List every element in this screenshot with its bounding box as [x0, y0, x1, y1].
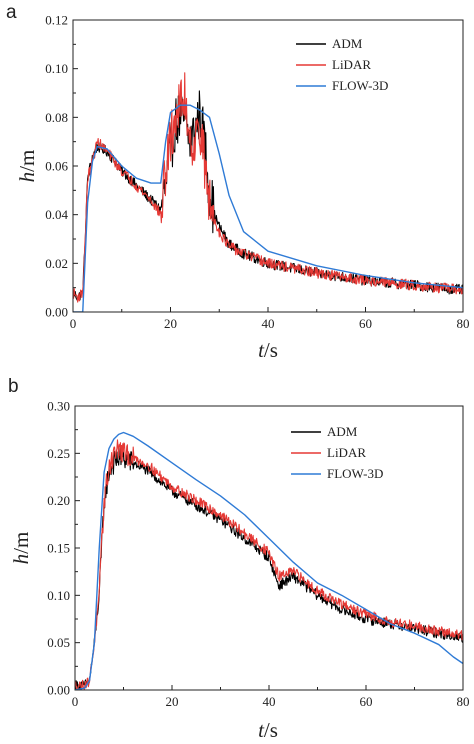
legend-label: ADM	[332, 36, 363, 51]
legend-label: FLOW-3D	[327, 466, 383, 481]
y-tick-label: 0.10	[47, 588, 70, 603]
x-tick-label: 20	[164, 316, 177, 331]
x-tick-label: 0	[72, 694, 79, 709]
x-tick-label: 80	[457, 316, 470, 331]
series-group	[73, 72, 463, 312]
y-axis-unit: /m	[15, 150, 39, 172]
y-tick-label: 0.25	[47, 446, 70, 461]
y-tick-label: 0.04	[45, 207, 68, 222]
y-axis-variable: h	[9, 554, 33, 565]
series-line-adm	[73, 90, 463, 301]
series-line-lidar	[75, 439, 463, 690]
legend: ADM LiDAR FLOW-3D	[291, 424, 383, 481]
legend-label: FLOW-3D	[332, 78, 388, 93]
y-tick-label: 0.15	[47, 541, 70, 556]
y-tick-label: 0.06	[45, 159, 68, 174]
y-tick-label: 0.12	[45, 13, 68, 28]
y-tick-label: 0.05	[47, 635, 70, 650]
y-tick-label: 0.30	[47, 399, 70, 414]
legend-label: LiDAR	[332, 57, 371, 72]
legend-label: ADM	[327, 424, 358, 439]
series-line-lidar	[73, 72, 463, 303]
x-tick-label: 20	[166, 694, 179, 709]
y-axis-title: h/m	[9, 532, 33, 565]
y-tick-label: 0.08	[45, 110, 68, 125]
legend: ADM LiDAR FLOW-3D	[296, 36, 388, 93]
panel-label: b	[8, 376, 19, 397]
y-axis-title: h/m	[15, 150, 39, 183]
series-line-flow-3d	[75, 431, 463, 690]
x-axis-title: t/s	[258, 718, 278, 742]
y-axis-variable: h	[15, 172, 39, 183]
x-tick-label: 80	[457, 694, 470, 709]
x-tick-label: 40	[262, 316, 275, 331]
x-tick-label: 60	[360, 694, 373, 709]
x-tick-label: 60	[359, 316, 372, 331]
x-axis-unit: /s	[264, 718, 278, 742]
y-tick-label: 0.10	[45, 61, 68, 76]
chart-panel-a: a0 20 40 60 800.000.020.040.060.080.100.12t/…	[6, 2, 470, 362]
legend-label: LiDAR	[327, 445, 366, 460]
series-line-flow-3d	[73, 104, 463, 312]
x-axis-variable: t	[258, 338, 265, 362]
y-tick-label: 0.00	[45, 305, 68, 320]
y-tick-label: 0.20	[47, 493, 70, 508]
x-axis-unit: /s	[264, 338, 278, 362]
series-line-adm	[75, 446, 463, 690]
x-axis-variable: t	[258, 718, 265, 742]
y-tick-label: 0.02	[45, 256, 68, 271]
x-tick-label: 40	[263, 694, 276, 709]
y-axis-unit: /m	[9, 532, 33, 554]
chart-panel-b: b0 20 40 60 800.000.050.100.150.200.250.30t/…	[8, 376, 470, 742]
x-axis-title: t/s	[258, 338, 278, 362]
y-tick-label: 0.00	[47, 683, 70, 698]
panel-label: a	[6, 2, 17, 23]
series-group	[75, 431, 463, 690]
x-tick-label: 0	[70, 316, 77, 331]
